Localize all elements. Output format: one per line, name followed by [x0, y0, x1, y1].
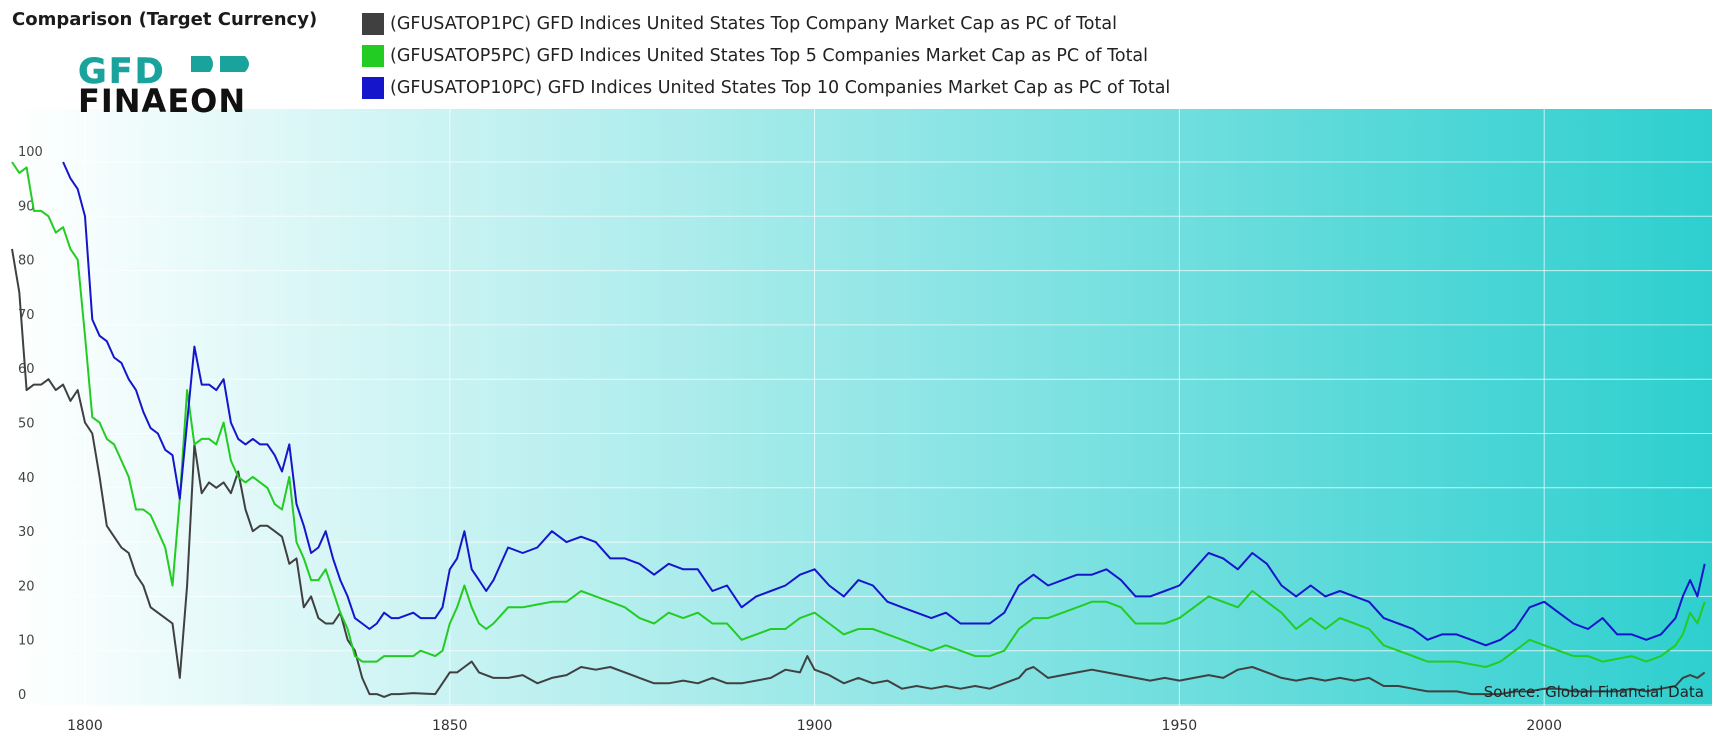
y-tick-label: 90: [18, 199, 35, 214]
legend-swatch-top10: [362, 77, 384, 99]
legend-item-top1[interactable]: (GFUSATOP1PC) GFD Indices United States …: [362, 8, 1170, 40]
legend-label-top1: (GFUSATOP1PC) GFD Indices United States …: [390, 14, 1117, 34]
logo: GFD FINAEON: [78, 52, 249, 120]
legend-swatch-top1: [362, 13, 384, 35]
logo-bottom-text: FINAEON: [78, 82, 246, 120]
x-tick-label: 1950: [1162, 718, 1198, 734]
legend-label-top10: (GFUSATOP10PC) GFD Indices United States…: [390, 78, 1171, 98]
y-tick-label: 0: [18, 688, 26, 703]
x-tick-label: 1850: [432, 718, 468, 734]
source-label: Source: Global Financial Data: [1484, 683, 1704, 701]
y-tick-label: 20: [18, 579, 35, 594]
legend-item-top5[interactable]: (GFUSATOP5PC) GFD Indices United States …: [362, 40, 1170, 72]
y-tick-label: 100: [18, 145, 43, 160]
y-tick-label: 40: [18, 471, 35, 486]
logo-top-text: GFD: [78, 52, 166, 92]
legend-item-top10[interactable]: (GFUSATOP10PC) GFD Indices United States…: [362, 72, 1170, 104]
legend: (GFUSATOP1PC) GFD Indices United States …: [362, 8, 1170, 104]
y-tick-label: 80: [18, 254, 35, 269]
y-tick-label: 50: [18, 417, 35, 432]
legend-swatch-top5: [362, 45, 384, 67]
series-layer: [11, 161, 1706, 698]
x-axis: 1800 1850 1900 1950 2000: [67, 718, 1562, 734]
series-line-top5: [11, 161, 1706, 668]
series-line-top10: [62, 161, 1706, 647]
grid: [12, 109, 1712, 706]
y-tick-label: 10: [18, 634, 35, 649]
y-tick-label: 60: [18, 362, 35, 377]
x-tick-label: 1800: [67, 718, 103, 734]
plot-background: [12, 109, 1712, 706]
logo-leaf-icon: [191, 56, 249, 72]
series-line-top1: [11, 248, 1706, 698]
legend-label-top5: (GFUSATOP5PC) GFD Indices United States …: [390, 46, 1149, 66]
x-tick-label: 1900: [797, 718, 833, 734]
x-tick-label: 2000: [1526, 718, 1562, 734]
chart-title: Comparison (Target Currency): [12, 9, 318, 30]
y-tick-label: 30: [18, 525, 35, 540]
